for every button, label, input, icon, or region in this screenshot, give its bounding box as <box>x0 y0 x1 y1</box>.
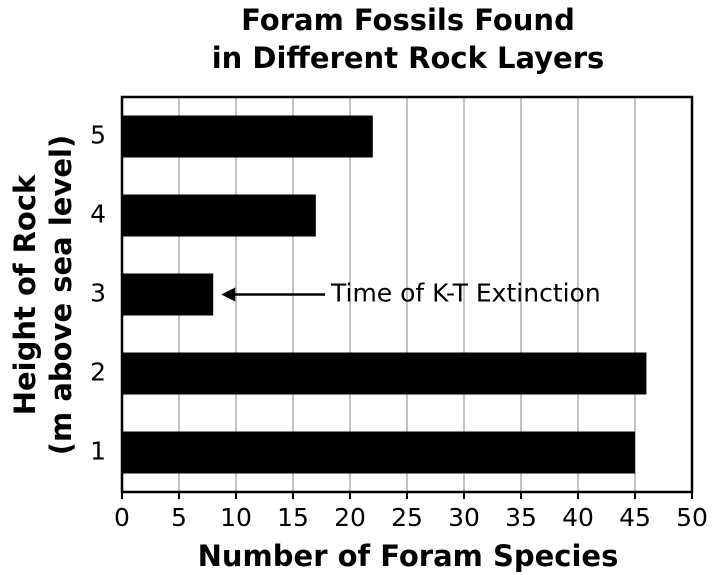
x-tick-label: 20 <box>334 503 366 532</box>
y-tick-label: 5 <box>90 121 106 150</box>
x-tick-label: 25 <box>391 503 423 532</box>
annotation-arrowhead <box>221 287 236 302</box>
plot-border <box>120 95 694 494</box>
bar <box>122 115 373 158</box>
x-tick-label: 0 <box>114 503 130 532</box>
y-tick-label: 2 <box>90 358 106 387</box>
y-tick-label: 1 <box>90 437 106 466</box>
x-tick-label: 45 <box>619 503 651 532</box>
x-axis-label: Number of Foram Species <box>198 539 619 573</box>
y-axis-label: (m above sea level) <box>44 135 78 455</box>
y-axis-label: Height of Rock <box>8 174 42 415</box>
bar <box>122 431 635 474</box>
chart-title: Foram Fossils Found <box>241 3 575 37</box>
bar <box>122 273 214 316</box>
y-tick-label: 3 <box>90 279 106 308</box>
chart-title: in Different Rock Layers <box>212 41 605 75</box>
bar <box>122 194 316 237</box>
y-axis-label-group: Height of Rock (m above sea level) <box>8 135 78 455</box>
bar <box>122 352 647 395</box>
annotation: Time of K-T Extinction <box>330 279 601 308</box>
x-tick-label: 10 <box>220 503 252 532</box>
x-tick-label: 35 <box>505 503 537 532</box>
x-tick-label: 40 <box>562 503 594 532</box>
x-tick-label: 30 <box>448 503 480 532</box>
x-tick-label: 50 <box>676 503 708 532</box>
x-tick-label: 15 <box>277 503 309 532</box>
x-tick-label: 5 <box>171 503 187 532</box>
y-tick-label: 4 <box>90 200 106 229</box>
